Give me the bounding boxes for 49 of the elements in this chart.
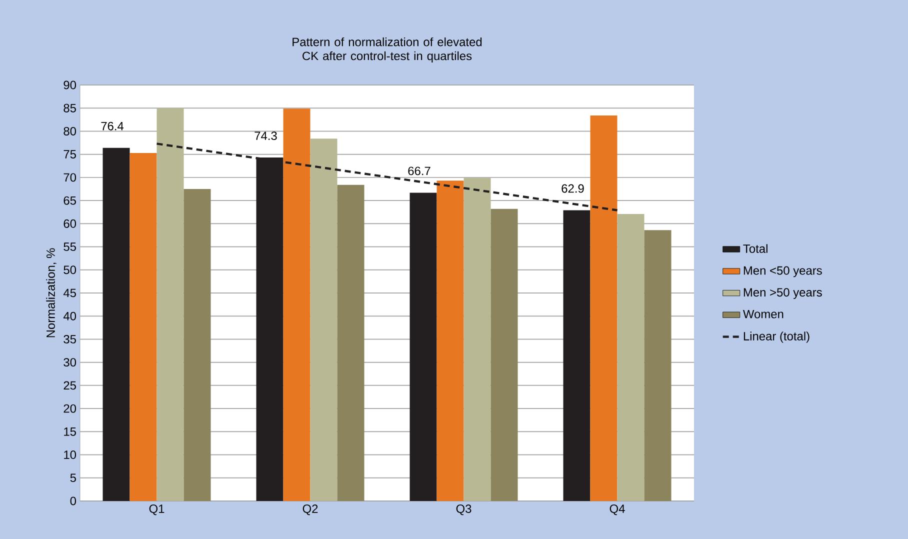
y-tick-label: 50 bbox=[64, 266, 76, 274]
data-label: 66.7 bbox=[408, 166, 430, 176]
bar bbox=[464, 178, 491, 501]
bar bbox=[436, 180, 464, 501]
x-tick-label: Q2 bbox=[302, 504, 318, 516]
y-tick-label: 55 bbox=[64, 242, 76, 251]
y-tick-label: 15 bbox=[64, 427, 76, 436]
bar bbox=[563, 210, 590, 501]
bar bbox=[410, 192, 437, 501]
x-tick-label: Q4 bbox=[610, 504, 625, 516]
legend-label: Total bbox=[743, 244, 768, 253]
data-label: 62.9 bbox=[562, 184, 584, 193]
y-tick-label: 80 bbox=[64, 126, 76, 136]
y-tick-label: 0 bbox=[70, 496, 76, 506]
bar bbox=[337, 184, 364, 501]
legend-label: Men <50 years bbox=[744, 266, 822, 278]
y-tick-label: 70 bbox=[64, 173, 76, 182]
y-tick-label: 20 bbox=[64, 404, 76, 413]
y-tick-label: 25 bbox=[64, 381, 76, 390]
bar bbox=[617, 214, 644, 501]
bar bbox=[590, 116, 618, 501]
y-axis-title: Normalization, % bbox=[46, 248, 56, 338]
y-tick-label: 30 bbox=[64, 358, 76, 367]
bar bbox=[490, 208, 518, 501]
bar bbox=[310, 138, 338, 501]
x-tick-label: Q3 bbox=[456, 504, 472, 516]
bar bbox=[184, 188, 211, 501]
legend-label: Women bbox=[743, 310, 784, 318]
chart-title: Pattern of normalization of elevated CK after control-test in quartiles bbox=[292, 37, 482, 63]
x-tick-label: Q1 bbox=[149, 504, 164, 516]
y-tick-label: 65 bbox=[64, 196, 76, 205]
y-tick-label: 60 bbox=[64, 219, 76, 228]
bar bbox=[102, 148, 130, 501]
bar bbox=[283, 108, 310, 501]
y-tick-label: 40 bbox=[63, 312, 76, 320]
y-tick-label: 45 bbox=[63, 288, 76, 298]
data-label: 76.4 bbox=[101, 122, 124, 130]
y-tick-label: 85 bbox=[64, 104, 76, 112]
y-tick-label: 10 bbox=[64, 450, 76, 459]
legend-label: Men >50 years bbox=[744, 288, 822, 299]
bar bbox=[130, 152, 157, 501]
y-tick-label: 90 bbox=[64, 80, 76, 90]
y-tick-label: 35 bbox=[64, 334, 76, 344]
legend-label: Linear (total) bbox=[744, 332, 810, 343]
y-tick-label: 75 bbox=[64, 150, 76, 158]
data-label: 74.3 bbox=[254, 132, 277, 140]
bar bbox=[156, 108, 184, 501]
y-tick-label: 5 bbox=[70, 474, 76, 482]
bar bbox=[644, 230, 672, 501]
